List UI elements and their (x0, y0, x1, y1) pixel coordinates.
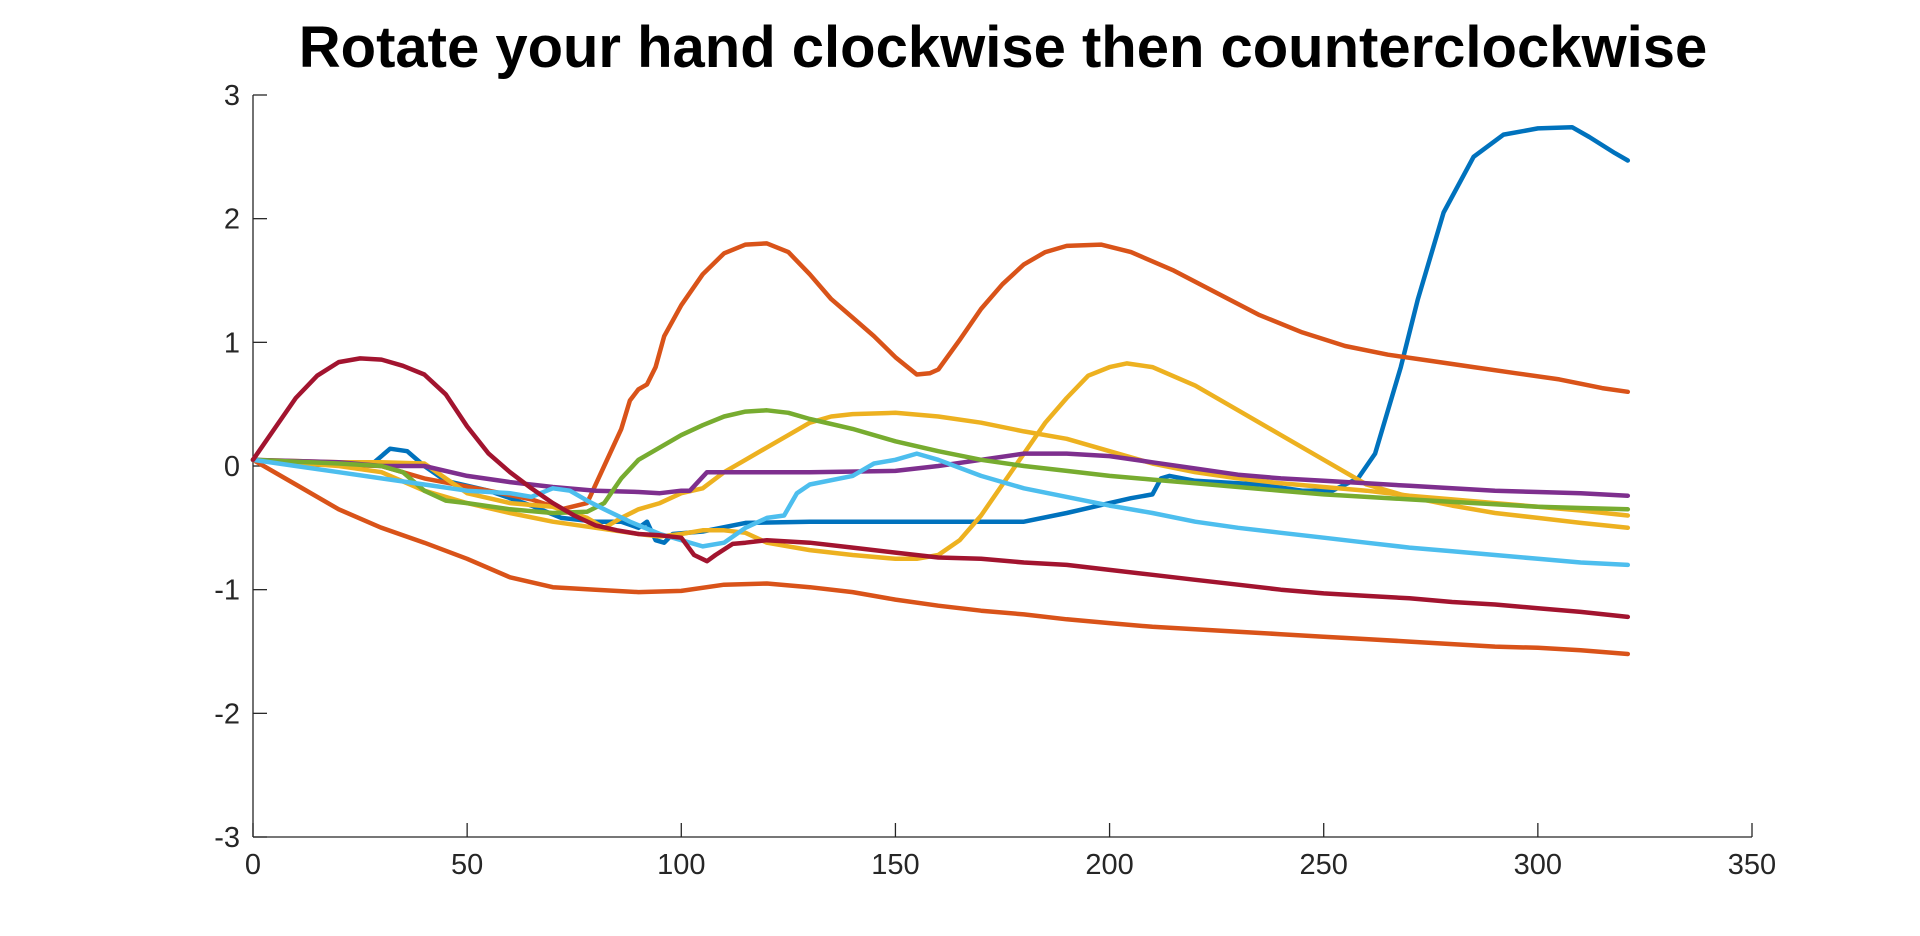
y-tick-label: 3 (224, 80, 240, 112)
series-line-5 (250, 361, 1631, 562)
x-tick-label: 350 (1728, 849, 1776, 881)
plot-area (250, 124, 1631, 657)
x-tick-label: 200 (1085, 849, 1133, 881)
x-tick-label: 150 (871, 849, 919, 881)
series-line-8 (250, 451, 1631, 568)
x-tick-label: 250 (1300, 849, 1348, 881)
x-tick-label: 100 (657, 849, 705, 881)
y-tick-label: 2 (224, 204, 240, 236)
x-tick-label: 50 (451, 849, 483, 881)
series-line-3 (250, 457, 1631, 657)
series-line-7 (250, 408, 1631, 516)
x-tick-label: 0 (245, 849, 261, 881)
y-tick-label: -2 (214, 698, 240, 730)
x-tick-label: 300 (1514, 849, 1562, 881)
series-line-9 (250, 356, 1631, 620)
y-tick-label: -3 (214, 822, 240, 854)
y-tick-label: -1 (214, 575, 240, 607)
chart-title: Rotate your hand clockwise then counterc… (299, 15, 1707, 80)
y-tick-label: 1 (224, 327, 240, 359)
y-tick-label: 0 (224, 451, 240, 483)
series-line-2 (250, 241, 1631, 512)
axes: 0 50 100 150 200 250 300 350 -3 -2 -1 0 1 2 3 (214, 80, 1776, 881)
